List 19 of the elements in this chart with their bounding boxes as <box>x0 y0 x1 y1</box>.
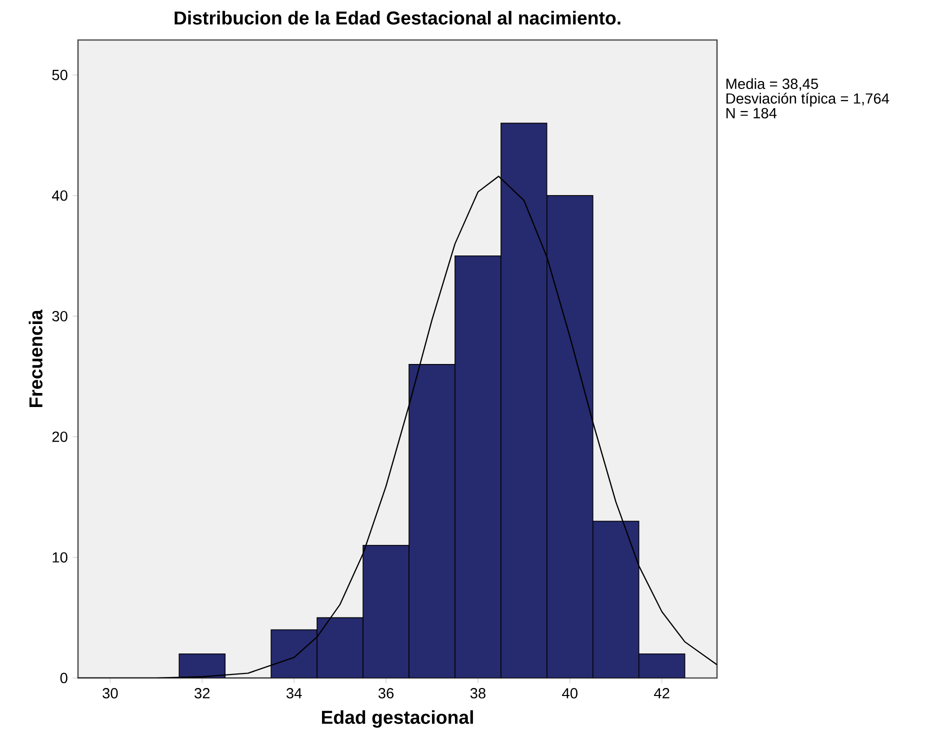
x-tick-label: 38 <box>470 688 486 698</box>
chart-title: Distribucion de la Edad Gestacional al nacimiento. <box>174 10 620 25</box>
y-tick-label: 40 <box>52 190 68 201</box>
x-tick-label: 36 <box>378 688 394 698</box>
x-axis-title: Edad gestacional <box>322 710 473 728</box>
y-tick-label: 50 <box>52 70 68 80</box>
x-tick-label: 34 <box>286 688 302 698</box>
x-tick-label: 30 <box>102 688 118 698</box>
text: Media = 38,45 <box>726 78 818 91</box>
x-tick-label: 40 <box>562 688 578 698</box>
x-tick-label: 42 <box>654 688 670 698</box>
x-tick-label: 32 <box>194 688 210 698</box>
y-tick-label: 10 <box>52 552 68 563</box>
y-tick-label: 0 <box>60 672 68 684</box>
y-axis-title: Frecuencia <box>28 310 42 408</box>
y-tick-label: 20 <box>52 432 68 442</box>
y-tick-label: 30 <box>52 310 68 322</box>
text: N = 184 <box>726 108 777 118</box>
text: Desviación típica = 1,764 <box>726 92 890 107</box>
